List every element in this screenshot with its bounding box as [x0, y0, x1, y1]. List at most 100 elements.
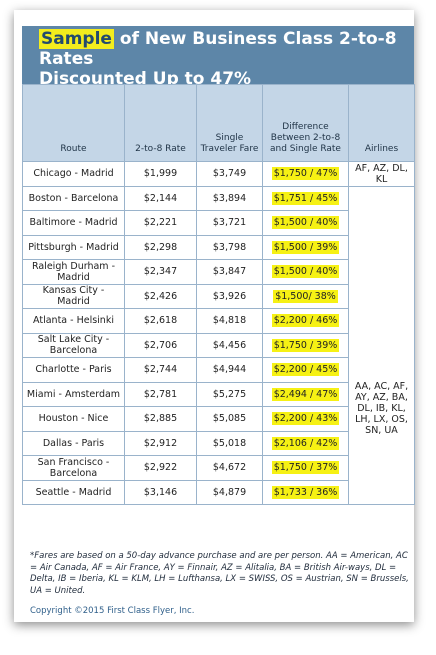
header-single-fare: Single Traveler Fare [196, 84, 263, 162]
airlines-cell-group2: AA, AC, AF, AY, AZ, BA, DL, IB, KL, LH, … [348, 185, 415, 505]
rate-cell: $2,618 [124, 308, 197, 334]
route-cell: Pittsburgh - Madrid [22, 234, 125, 260]
difference-cell: $2,200 / 43% [262, 406, 349, 432]
difference-cell: $1,500/ 38% [262, 283, 349, 309]
difference-cell: $2,106 / 42% [262, 430, 349, 456]
single-fare-cell: $4,879 [196, 479, 263, 505]
table-row: Pittsburgh - Madrid $2,298 $3,798 $1,500… [22, 234, 415, 260]
header-route: Route [22, 84, 125, 162]
title-band: Sample of New Business Class 2-to-8 Rate… [22, 26, 414, 89]
single-fare-cell: $4,944 [196, 357, 263, 383]
table-row: Seattle - Madrid $3,146 $4,879 $1,733 / … [22, 479, 415, 505]
rate-cell: $2,298 [124, 234, 197, 260]
difference-cell: $1,750 / 39% [262, 332, 349, 358]
table-row: Atlanta - Helsinki $2,618 $4,818 $2,200 … [22, 308, 415, 334]
card-title: Sample of New Business Class 2-to-8 Rate… [39, 29, 409, 89]
table-row: San Francisco - Barcelona $2,922 $4,672 … [22, 455, 415, 481]
title-highlight: Sample [39, 29, 114, 49]
table-row: Miami - Amsterdam $2,781 $5,275 $2,494 /… [22, 381, 415, 407]
difference-highlight: $1,750 / 37% [271, 461, 340, 475]
single-fare-cell: $3,894 [196, 185, 263, 211]
rates-table: Route 2-to-8 Rate Single Traveler Fare D… [22, 84, 415, 505]
difference-highlight: $2,494 / 47% [271, 387, 340, 401]
rate-cell: $2,347 [124, 259, 197, 285]
rate-cell: $2,912 [124, 430, 197, 456]
route-cell: Raleigh Durham - Madrid [22, 259, 125, 285]
table-row: Baltimore - Madrid $2,221 $3,721 $1,500 … [22, 210, 415, 236]
single-fare-cell: $3,847 [196, 259, 263, 285]
route-cell: Baltimore - Madrid [22, 210, 125, 236]
difference-cell: $1,751 / 45% [262, 185, 349, 211]
difference-highlight: $1,750 / 47% [271, 167, 340, 181]
difference-cell: $2,200 / 45% [262, 357, 349, 383]
difference-cell: $1,500 / 40% [262, 259, 349, 285]
difference-highlight: $1,500 / 40% [271, 265, 340, 279]
route-cell: Seattle - Madrid [22, 479, 125, 505]
difference-highlight: $2,200 / 45% [271, 363, 340, 377]
rate-cell: $2,706 [124, 332, 197, 358]
difference-cell: $1,500 / 40% [262, 210, 349, 236]
difference-cell: $1,500 / 39% [262, 234, 349, 260]
single-fare-cell: $4,456 [196, 332, 263, 358]
difference-highlight: $1,733 / 36% [271, 485, 340, 499]
difference-highlight: $2,200 / 43% [271, 412, 340, 426]
table-row: Kansas City - Madrid $2,426 $3,926 $1,50… [22, 283, 415, 309]
route-cell: Dallas - Paris [22, 430, 125, 456]
route-cell: Salt Lake City - Barcelona [22, 332, 125, 358]
rate-cell: $2,885 [124, 406, 197, 432]
difference-highlight: $1,750 / 39% [271, 338, 340, 352]
difference-highlight: $1,751 / 45% [271, 191, 340, 205]
single-fare-cell: $3,926 [196, 283, 263, 309]
route-cell: Charlotte - Paris [22, 357, 125, 383]
rate-cell: $1,999 [124, 161, 197, 187]
single-fare-cell: $4,818 [196, 308, 263, 334]
single-fare-cell: $5,275 [196, 381, 263, 407]
single-fare-cell: $3,798 [196, 234, 263, 260]
title-line1-rest: of New Business Class 2-to-8 Rates [39, 29, 397, 69]
difference-cell: $2,494 / 47% [262, 381, 349, 407]
single-fare-cell: $5,018 [196, 430, 263, 456]
difference-highlight: $2,106 / 42% [271, 436, 340, 450]
footnote: *Fares are based on a 50-day advance pur… [30, 551, 409, 596]
route-cell: San Francisco - Barcelona [22, 455, 125, 481]
difference-cell: $1,733 / 36% [262, 479, 349, 505]
header-difference: Difference Between 2-to-8 and Single Rat… [262, 84, 349, 162]
single-fare-cell: $3,721 [196, 210, 263, 236]
route-cell: Chicago - Madrid [22, 161, 125, 187]
single-fare-cell: $4,672 [196, 455, 263, 481]
header-airlines: Airlines [348, 84, 415, 162]
difference-highlight: $1,500 / 39% [271, 240, 340, 254]
rate-cell: $2,426 [124, 283, 197, 309]
table-row: Chicago - Madrid $1,999 $3,749 $1,750 / … [22, 161, 415, 187]
difference-highlight: $1,500 / 40% [271, 216, 340, 230]
rate-cell: $3,146 [124, 479, 197, 505]
rate-cell: $2,144 [124, 185, 197, 211]
route-cell: Atlanta - Helsinki [22, 308, 125, 334]
header-rate: 2-to-8 Rate [124, 84, 197, 162]
single-fare-cell: $3,749 [196, 161, 263, 187]
table-row: Salt Lake City - Barcelona $2,706 $4,456… [22, 332, 415, 358]
rate-cell: $2,781 [124, 381, 197, 407]
route-cell: Boston - Barcelona [22, 185, 125, 211]
rate-card: Sample of New Business Class 2-to-8 Rate… [14, 10, 415, 622]
difference-cell: $1,750 / 47% [262, 161, 349, 187]
table-header-row: Route 2-to-8 Rate Single Traveler Fare D… [22, 84, 415, 162]
rate-cell: $2,221 [124, 210, 197, 236]
rate-cell: $2,922 [124, 455, 197, 481]
airlines-group2-text: AA, AC, AF, AY, AZ, BA, DL, IB, KL, LH, … [354, 380, 409, 436]
airlines-cell-group1: AF, AZ, DL, KL [348, 161, 415, 187]
difference-highlight: $1,500/ 38% [273, 289, 338, 303]
route-cell: Miami - Amsterdam [22, 381, 125, 407]
difference-cell: $1,750 / 37% [262, 455, 349, 481]
table-row: Boston - Barcelona $2,144 $3,894 $1,751 … [22, 185, 415, 505]
table-row: Houston - Nice $2,885 $5,085 $2,200 / 43… [22, 406, 415, 432]
table-row: Dallas - Paris $2,912 $5,018 $2,106 / 42… [22, 430, 415, 456]
single-fare-cell: $5,085 [196, 406, 263, 432]
difference-cell: $2,200 / 46% [262, 308, 349, 334]
copyright: Copyright ©2015 First Class Flyer, Inc. [30, 606, 195, 616]
table-row: Charlotte - Paris $2,744 $4,944 $2,200 /… [22, 357, 415, 383]
rate-cell: $2,744 [124, 357, 197, 383]
table-row: Raleigh Durham - Madrid $2,347 $3,847 $1… [22, 259, 415, 285]
difference-highlight: $2,200 / 46% [271, 314, 340, 328]
route-cell: Kansas City - Madrid [22, 283, 125, 309]
